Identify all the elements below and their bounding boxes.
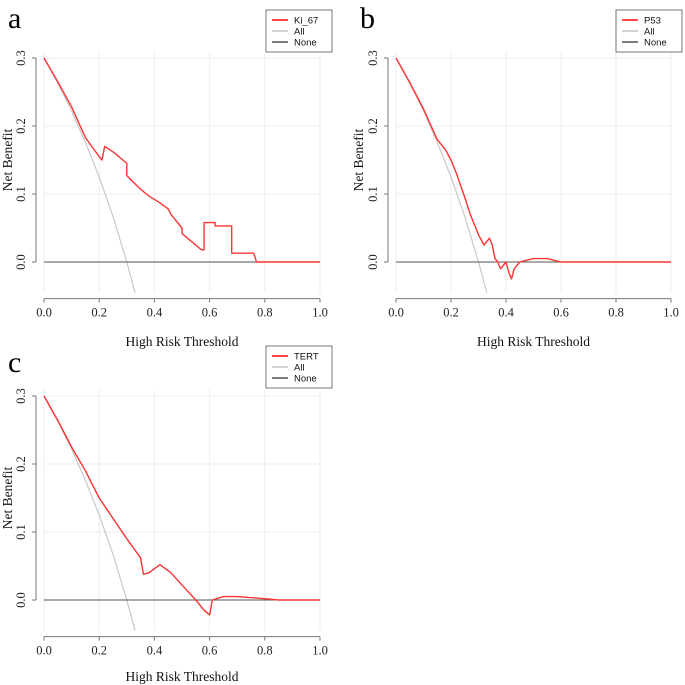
x-tick-label: 1.0 [312,644,328,658]
panel-a: 0.0 0.2 0.4 0.6 0.8 1.0 0.0 0.1 0.2 0.3 High Risk … [0,2,333,349]
y-tick-label: 0.0 [14,254,28,270]
series-line-ki-67 [43,57,320,263]
legend-label: All [644,27,655,38]
legend-label: Ki_67 [294,16,318,27]
legend-label: None [294,374,317,385]
series-line-all [43,395,136,631]
x-tick-label: 0.0 [388,306,404,320]
x-tick-label: 0.8 [608,306,624,320]
y-axis-label: Net Benefit [351,128,366,191]
legend-label: None [644,38,667,49]
y-tick-label: 0.2 [14,118,28,134]
legend-label: All [294,363,305,374]
x-tick-label: 0.6 [202,644,218,658]
panel-letter: a [8,2,21,35]
x-axis-label: High Risk Threshold [477,334,590,349]
legend-label: All [294,27,305,38]
y-tick-label: 0.3 [14,50,28,66]
x-tick-label: 0.8 [257,306,273,320]
x-tick-label: 0.4 [498,306,514,320]
panel-c: 0.0 0.2 0.4 0.6 0.8 1.0 0.0 0.1 0.2 0.3 High Risk … [0,345,333,684]
y-tick-label: 0.3 [14,388,28,404]
legend-label: TERT [294,352,319,363]
y-tick-label: 0.0 [14,592,28,608]
x-tick-label: 0.4 [147,644,163,658]
x-axis-label: High Risk Threshold [125,669,238,684]
x-tick-label: 0.4 [147,306,163,320]
x-tick-label: 1.0 [663,306,679,320]
y-tick-label: 0.3 [366,50,380,66]
series-line-p53 [395,57,671,280]
y-tick-label: 0.1 [14,186,28,202]
legend-label: P53 [644,16,661,27]
panel-b: 0.0 0.2 0.4 0.6 0.8 1.0 0.0 0.1 0.2 0.3 High Risk … [351,2,683,349]
y-tick-label: 0.2 [366,118,380,134]
x-tick-label: 0.2 [91,644,107,658]
y-tick-label: 0.0 [366,254,380,270]
x-tick-label: 0.8 [257,644,273,658]
series-line-all [395,57,488,293]
x-tick-label: 0.0 [36,644,52,658]
series-line-tert [43,395,320,616]
x-tick-label: 0.2 [91,306,107,320]
x-tick-label: 1.0 [312,306,328,320]
y-tick-label: 0.2 [14,456,28,472]
panel-letter: c [8,346,21,379]
x-axis-label: High Risk Threshold [125,334,238,349]
y-axis-label: Net Benefit [0,466,15,529]
x-tick-label: 0.6 [202,306,218,320]
y-axis-label: Net Benefit [0,128,15,191]
x-tick-label: 0.0 [36,306,52,320]
series-line-all [43,57,136,293]
x-tick-label: 0.2 [443,306,459,320]
x-tick-label: 0.6 [553,306,569,320]
legend-label: None [294,38,317,49]
y-tick-label: 0.1 [14,524,28,540]
y-tick-label: 0.1 [366,186,380,202]
panel-letter: b [360,2,375,35]
